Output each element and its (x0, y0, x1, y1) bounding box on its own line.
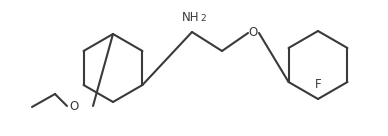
Text: O: O (69, 100, 79, 112)
Text: F: F (315, 78, 321, 91)
Text: 2: 2 (200, 14, 206, 23)
Text: O: O (248, 27, 258, 39)
Text: NH: NH (182, 11, 200, 24)
